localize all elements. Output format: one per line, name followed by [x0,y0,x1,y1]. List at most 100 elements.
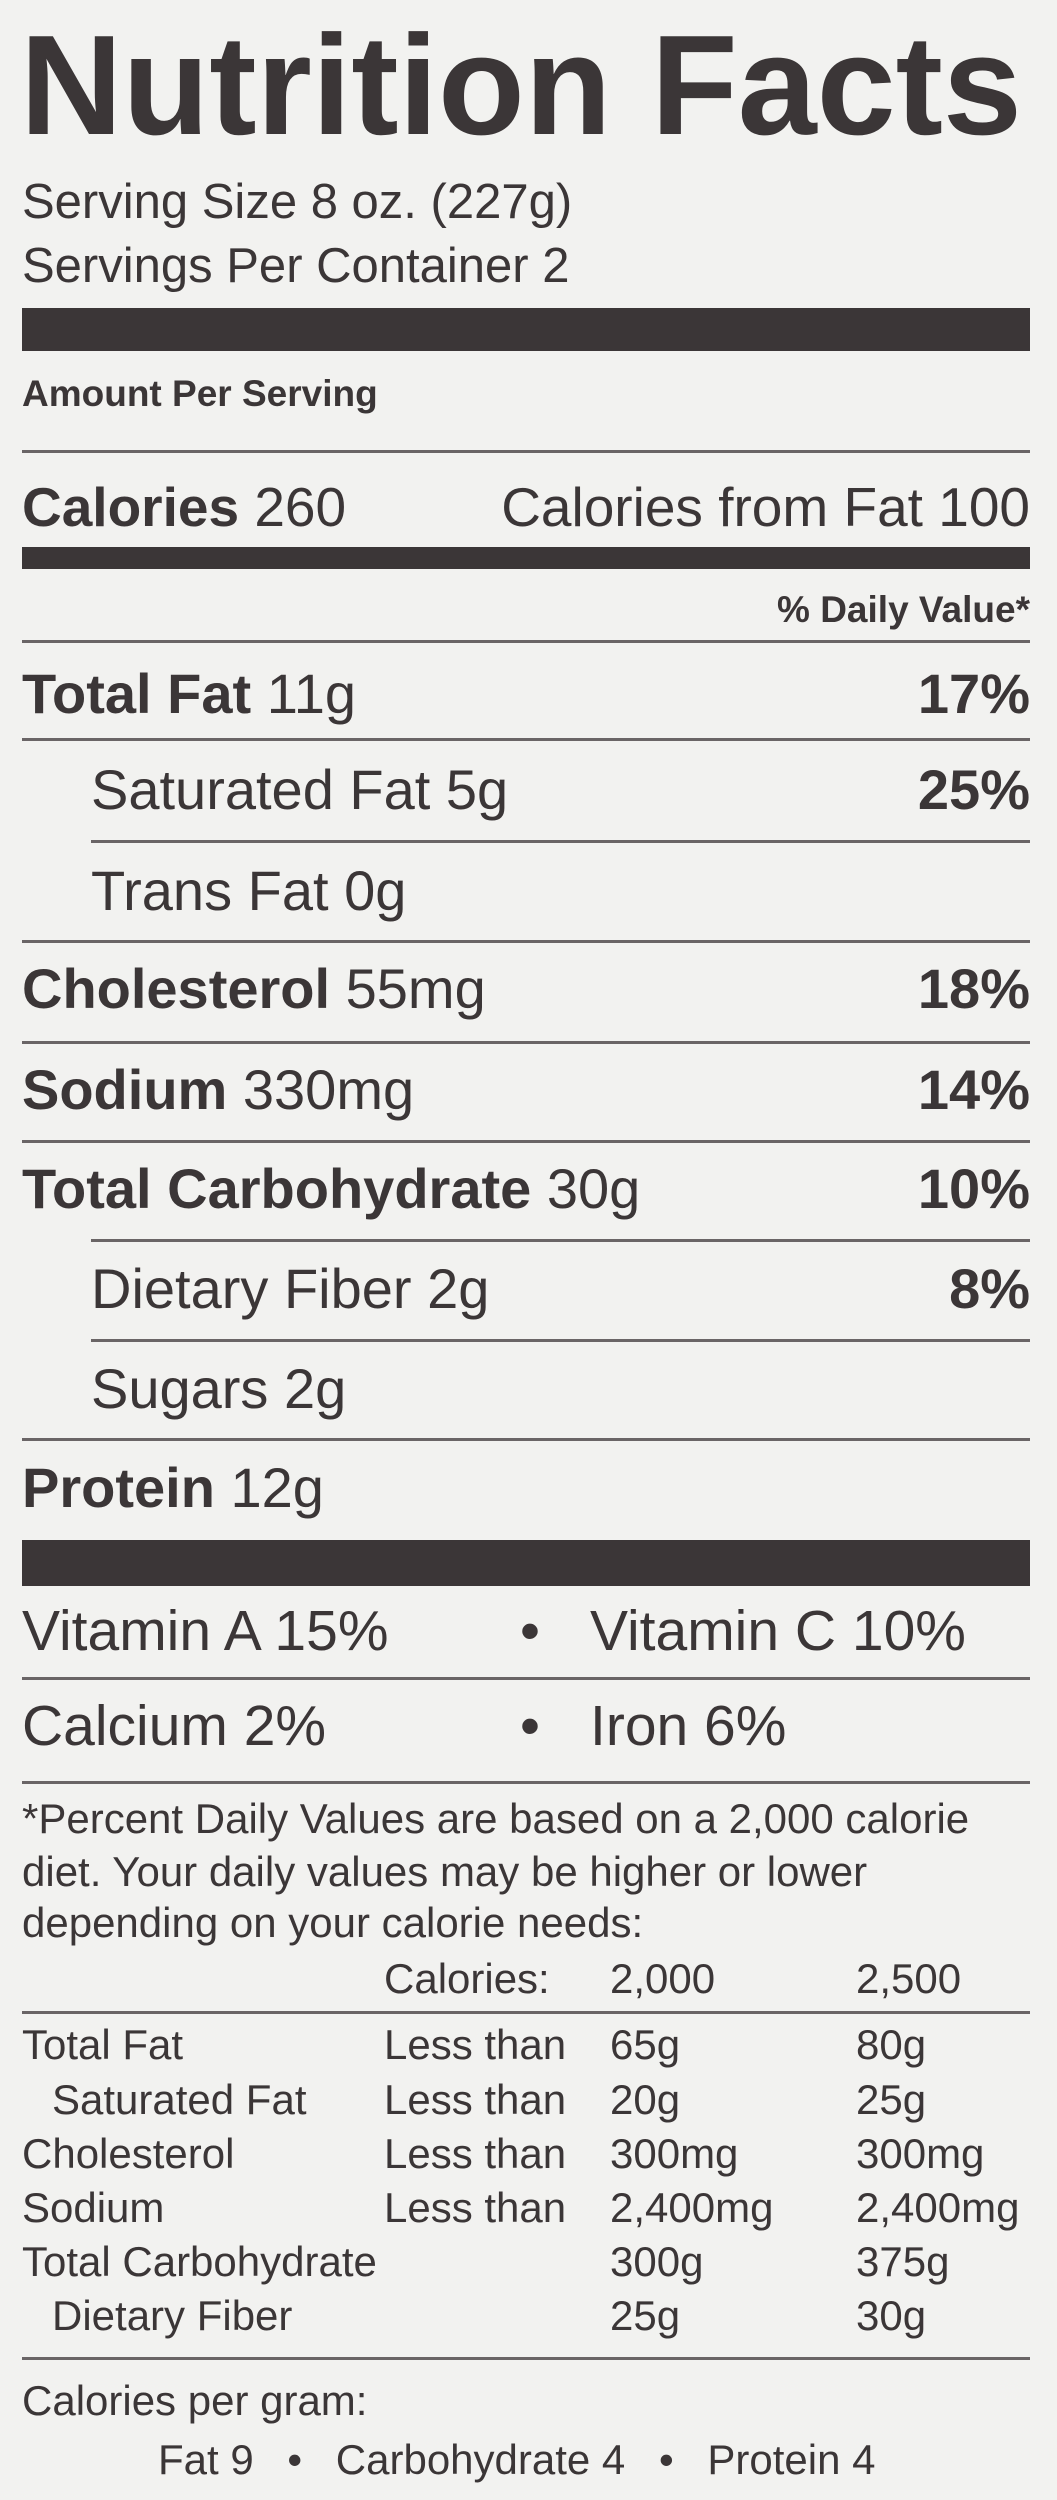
calories-value: 260 [254,476,347,538]
nutrient-amount: 2g [427,1256,490,1320]
calories-from-fat: Calories from Fat 100 [501,476,1030,538]
nutrient-daily-value: 10% [917,1156,1030,1220]
bullet: • [287,2436,303,2483]
dv-table-row-cell: 25g [856,2076,927,2124]
calories-label: Calories [22,476,240,538]
dv-table-row-cell: 80g [856,2021,927,2069]
divider [22,1438,1030,1441]
nutrient-name: Total Carbohydrate [22,1156,532,1220]
nutrient-name: Trans Fat [91,858,329,922]
divider [22,1041,1030,1044]
dv-table-row-cell: Sodium [22,2184,165,2232]
nutrient-name: Protein [22,1455,215,1519]
dv-table-row-cell: 30g [856,2292,927,2340]
divider [22,640,1030,643]
dv-table-row-cell: 300mg [610,2130,739,2178]
dv-table-row-cell: Total Carbohydrate [22,2238,377,2286]
serving-size: Serving Size 8 oz. (227g) [22,175,573,229]
nutrient-name: Sugars [91,1356,269,1420]
footnote-line: depending on your calorie needs: [22,1899,644,1947]
divider [22,1781,1030,1784]
divider [91,840,1030,843]
dv-table-row-cell: 2,400mg [856,2184,1020,2232]
nutrient-daily-value: 8% [949,1256,1030,1320]
dv-table-row-cell: Saturated Fat [52,2076,307,2124]
nutrient-row: Cholesterol 55mg [22,960,486,1017]
bullet: • [658,2436,674,2483]
divider [22,2357,1030,2360]
nutrient-amount: 12g [230,1455,324,1519]
vitamin-item: Vitamin C 10% [590,1598,966,1663]
nutrient-amount: 5g [445,757,509,821]
calories-per-gram-label: Calories per gram: [22,2377,368,2424]
dv-table-header-cell: Calories: [384,1955,550,2003]
dv-table-row-cell: 375g [856,2238,950,2286]
vitamin-item: Vitamin A 15% [22,1598,389,1663]
bullet: • [520,1693,540,1758]
nutrient-daily-value: 25% [917,757,1030,821]
nutrient-row: Dietary Fiber 2g [91,1260,489,1317]
thick-divider [22,308,1030,351]
nutrient-name: Saturated Fat [91,757,431,821]
nutrient-row: Saturated Fat 5g [91,761,508,818]
divider [22,450,1030,453]
carbohydrate-per-gram: Carbohydrate 4 [335,2436,626,2483]
dv-table-row-cell: 25g [610,2292,681,2340]
protein-per-gram: Protein 4 [707,2436,876,2483]
calories-row: Calories 260 [22,480,346,535]
dv-table-row-cell: 2,400mg [610,2184,774,2232]
nutrient-row: Total Fat 11g [22,665,356,722]
nutrient-row: Total Carbohydrate 30g [22,1160,640,1217]
dv-table-header-cell: 2,000 [610,1955,716,2003]
dv-table-header-cell: 2,500 [856,1955,962,2003]
dv-table-row-cell: 20g [610,2076,681,2124]
dv-table-row-cell: Less than [384,2130,567,2178]
thick-divider [22,1540,1030,1586]
dv-table-row-cell: Less than [384,2184,567,2232]
dv-table-row-cell: Total Fat [22,2021,184,2069]
nutrient-daily-value: 17% [917,661,1030,725]
divider [91,1339,1030,1342]
vitamin-item: Iron 6% [590,1693,787,1758]
nutrient-amount: 30g [546,1156,641,1220]
dv-table-row-cell: Less than [384,2076,567,2124]
dv-table-row-cell: Cholesterol [22,2130,235,2178]
fat-per-gram: Fat 9 [158,2436,254,2483]
dv-table-row-cell: Dietary Fiber [52,2292,293,2340]
divider [22,2011,1030,2014]
dv-table-row-cell: 65g [610,2021,681,2069]
nutrient-name: Dietary Fiber [91,1256,412,1320]
nutrient-row: Protein 12g [22,1459,324,1516]
divider [22,738,1030,741]
nutrient-row: Trans Fat 0g [91,862,406,919]
medium-divider [22,547,1030,569]
divider [91,1239,1030,1242]
bullet: • [520,1598,540,1663]
divider [22,940,1030,943]
divider [22,1140,1030,1143]
nutrient-name: Cholesterol [22,956,331,1020]
title: Nutrition Facts [20,6,1022,165]
nutrient-amount: 330mg [242,1057,415,1121]
amount-per-serving: Amount Per Serving [22,373,378,414]
dv-table-row-cell: 300mg [856,2130,985,2178]
nutrient-amount: 2g [284,1356,347,1420]
dv-table-row-cell: Less than [384,2021,567,2069]
nutrient-amount: 11g [266,661,357,725]
nutrient-daily-value: 14% [917,1057,1030,1121]
nutrient-name: Total Fat [22,661,252,725]
nutrient-amount: 55mg [345,956,486,1020]
nutrient-name: Sodium [22,1057,228,1121]
nutrient-row: Sugars 2g [91,1360,346,1417]
nutrient-daily-value: 18% [917,956,1030,1020]
nutrient-amount: 0g [344,858,407,922]
dv-table-row-cell: 300g [610,2238,704,2286]
calories-per-gram-values: Fat 9 • Carbohydrate 4 • Protein 4 [158,2439,875,2481]
divider [22,1677,1030,1680]
daily-value-header: % Daily Value* [777,589,1030,630]
vitamin-item: Calcium 2% [22,1693,327,1758]
footnote-line: diet. Your daily values may be higher or… [22,1848,868,1896]
servings-per-container: Servings Per Container 2 [22,239,570,293]
nutrient-row: Sodium 330mg [22,1061,414,1118]
footnote-line: *Percent Daily Values are based on a 2,0… [22,1795,970,1843]
